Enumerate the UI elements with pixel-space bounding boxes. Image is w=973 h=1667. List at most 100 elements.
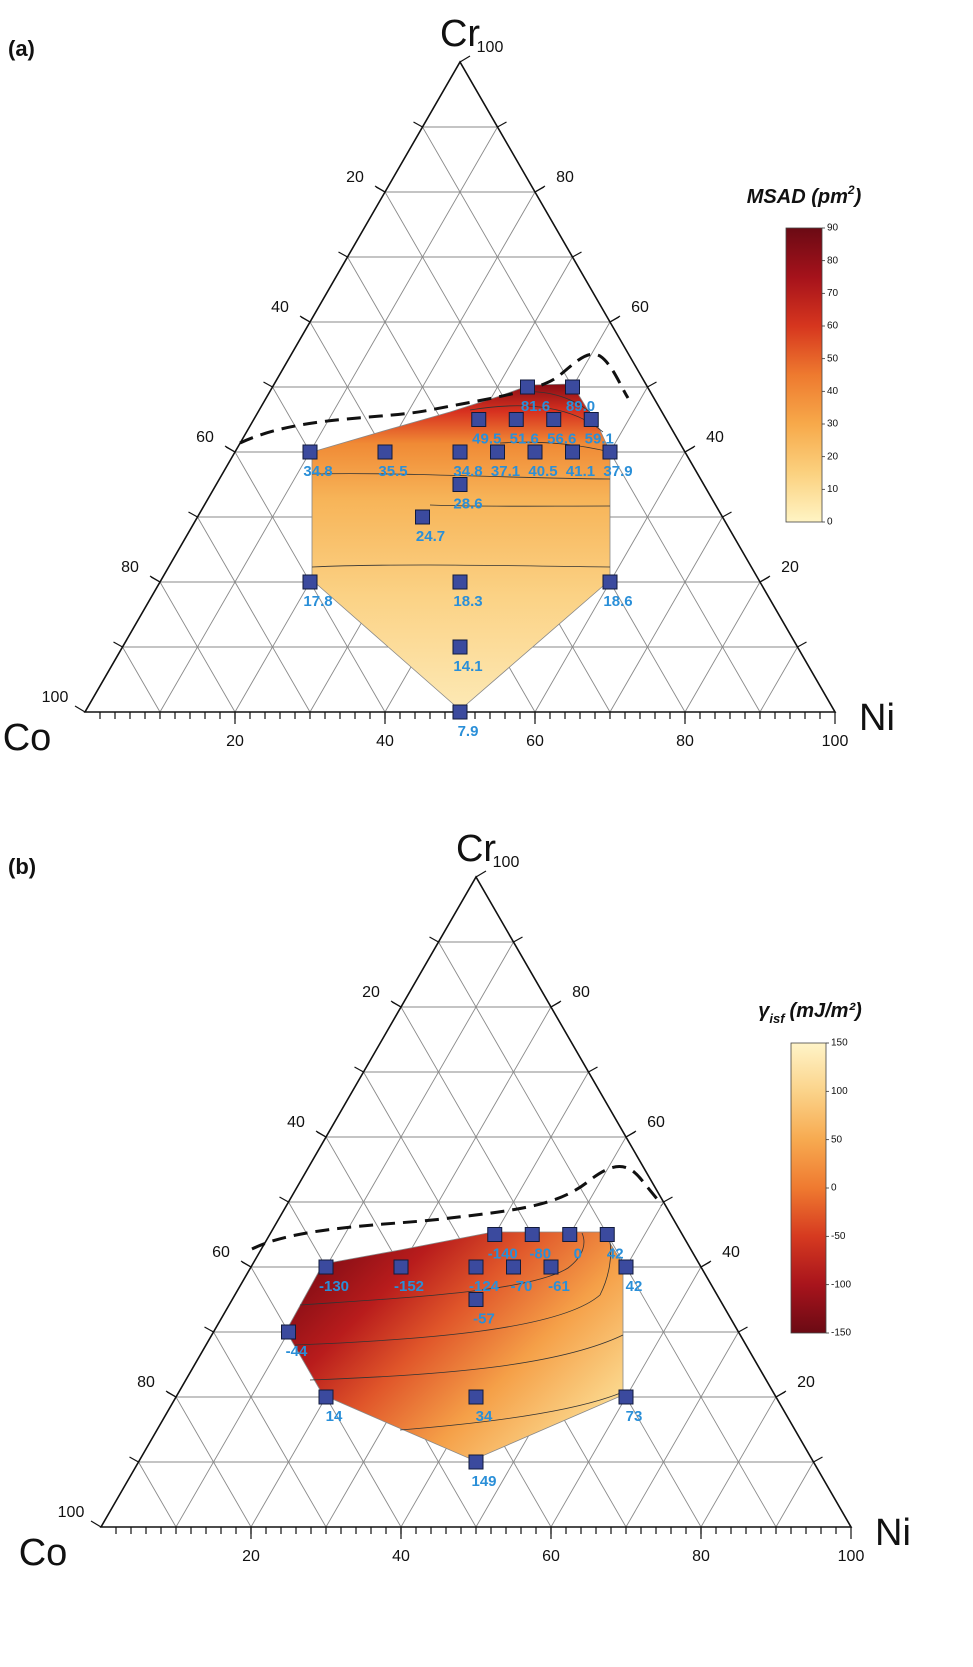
value-label: -61 [548, 1278, 570, 1295]
co-tick-label: 20 [346, 169, 364, 186]
grid-line [775, 1461, 814, 1528]
value-label: -80 [529, 1245, 551, 1262]
value-label: 42 [607, 1245, 624, 1262]
tick-mark [588, 1066, 598, 1073]
data-point [487, 1227, 503, 1242]
grid-line [175, 1396, 252, 1528]
contours [294, 1232, 624, 1431]
tick-mark [315, 1130, 327, 1138]
co-tick-label: 40 [287, 1114, 305, 1131]
data-point [599, 1227, 615, 1242]
data-point [490, 444, 505, 460]
tick-mark [429, 936, 439, 943]
grid-line [213, 1331, 327, 1528]
grid-line [138, 1461, 177, 1528]
tick-mark [299, 315, 311, 323]
colorbar-tick-label: 90 [827, 223, 839, 234]
colorbar-tick-label: 150 [831, 1038, 848, 1049]
tick-mark [338, 251, 348, 258]
tick-mark [240, 1260, 252, 1268]
data-point [452, 704, 468, 720]
colorbar [785, 227, 823, 523]
tick-mark [113, 641, 123, 648]
tick-mark [534, 185, 546, 193]
value-label: -152 [394, 1278, 424, 1295]
tick-mark [263, 381, 273, 388]
co-tick-label: 100 [58, 1504, 85, 1521]
grid-line [122, 646, 161, 713]
tick-mark [204, 1326, 214, 1333]
value-label: 41.1 [566, 463, 595, 480]
data-point [506, 1259, 521, 1275]
panel-label: (a) [8, 36, 35, 61]
cr-tick-label: 60 [631, 299, 649, 316]
co-tick-label: 100 [42, 689, 69, 706]
value-label: -57 [473, 1310, 495, 1327]
colorbar-tick-label: 0 [831, 1183, 837, 1194]
value-label: 14 [326, 1408, 343, 1425]
value-label: 34.8 [453, 463, 482, 480]
data-point [602, 444, 618, 460]
tick-mark [90, 1520, 102, 1528]
value-label: -44 [286, 1343, 308, 1360]
data-point [471, 412, 487, 427]
co-tick-label: 80 [137, 1374, 155, 1391]
cr-tick-label: 40 [722, 1244, 740, 1261]
tick-mark [647, 381, 657, 388]
value-label: 18.3 [453, 593, 482, 610]
ni-tick-label: 20 [242, 1548, 260, 1565]
tick-mark [224, 445, 236, 453]
tick-mark [759, 575, 771, 583]
tick-mark [797, 641, 807, 648]
co-tick-label: 60 [212, 1244, 230, 1261]
cr-tick-label: 100 [477, 39, 504, 56]
ni-tick-label: 40 [392, 1548, 410, 1565]
data-point [393, 1259, 409, 1275]
cr-tick-label: 20 [797, 1374, 815, 1391]
title-part: ) [853, 186, 862, 208]
tick-mark [663, 1196, 673, 1203]
panel-label: (b) [8, 854, 36, 879]
tick-mark [513, 936, 523, 943]
value-label: 18.6 [603, 593, 632, 610]
title-part: MSAD (pm [747, 186, 848, 208]
data-point [281, 1324, 296, 1340]
ni-tick-label: 80 [692, 1548, 710, 1565]
value-label: 73 [626, 1408, 643, 1425]
grid-line [609, 516, 723, 713]
data-point [524, 1227, 540, 1242]
vertex-label: Co [3, 717, 52, 759]
colorbar-tick-label: 40 [827, 386, 839, 397]
data-point [415, 509, 430, 525]
title-part: γ [758, 1000, 771, 1022]
data-point [452, 444, 468, 460]
colorbar-title: γisf (mJ/m²) [758, 1000, 862, 1026]
grid-line [759, 646, 798, 713]
colorbar-tick-label: 0 [827, 517, 833, 528]
data-point [565, 444, 580, 460]
tick-mark [165, 1390, 177, 1398]
value-label: 0 [574, 1245, 582, 1262]
contour-field [285, 1231, 624, 1461]
cr-tick-label: 20 [781, 559, 799, 576]
value-label: 34.8 [303, 463, 332, 480]
data-point [318, 1389, 334, 1405]
tick-mark [74, 705, 86, 713]
data-point [468, 1389, 484, 1405]
tick-mark [149, 575, 161, 583]
co-tick-label: 60 [196, 429, 214, 446]
vertex-label: Cr [440, 13, 480, 55]
data-point [468, 1454, 484, 1470]
value-label: 51.6 [510, 430, 539, 447]
value-label: 35.5 [378, 463, 407, 480]
colorbar-title: MSAD (pm2) [747, 183, 862, 208]
field [251, 1164, 664, 1461]
colorbar-tick-label: -150 [831, 1328, 851, 1339]
ni-tick-label: 100 [838, 1548, 865, 1565]
colorbar [790, 1042, 827, 1334]
colorbar-tick-label: 30 [827, 419, 839, 430]
grid-line [197, 516, 311, 713]
grid-line [625, 1331, 739, 1528]
field [239, 352, 630, 711]
